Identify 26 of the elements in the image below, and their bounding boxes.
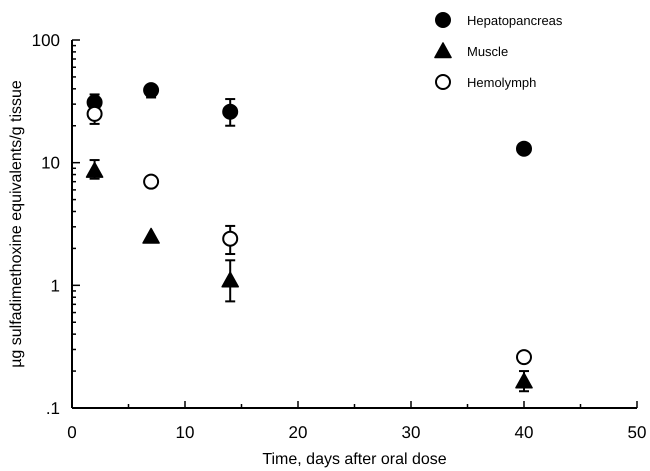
point [143,174,160,190]
point [222,230,238,247]
point [515,372,533,389]
x-tick-label: 0 [67,423,77,442]
x-tick-label: 20 [288,423,308,442]
y-tick-label: .1 [46,399,60,418]
x-axis-title: Time, days after oral dose [262,451,447,468]
point [516,140,532,157]
point [143,82,160,98]
y-tick-label: 100 [32,31,60,50]
point [142,228,160,244]
legend-label: Hemolymph [467,75,536,90]
legend-label: Muscle [467,44,508,59]
point [221,271,239,288]
x-tick-label: 10 [176,423,194,442]
point [86,162,104,178]
point [86,106,103,122]
y-axis-title: µg sulfadimethoxine equivalents/g tissue [8,80,25,368]
legend-label: Hepatopancreas [467,13,563,28]
point [516,349,532,366]
x-tick-label: 40 [514,423,534,442]
point [222,104,238,120]
y-tick-label: 1 [50,276,60,296]
x-tick-label: 30 [402,423,420,442]
y-tick-label: 10 [41,154,60,173]
x-tick-label: 50 [628,423,646,442]
